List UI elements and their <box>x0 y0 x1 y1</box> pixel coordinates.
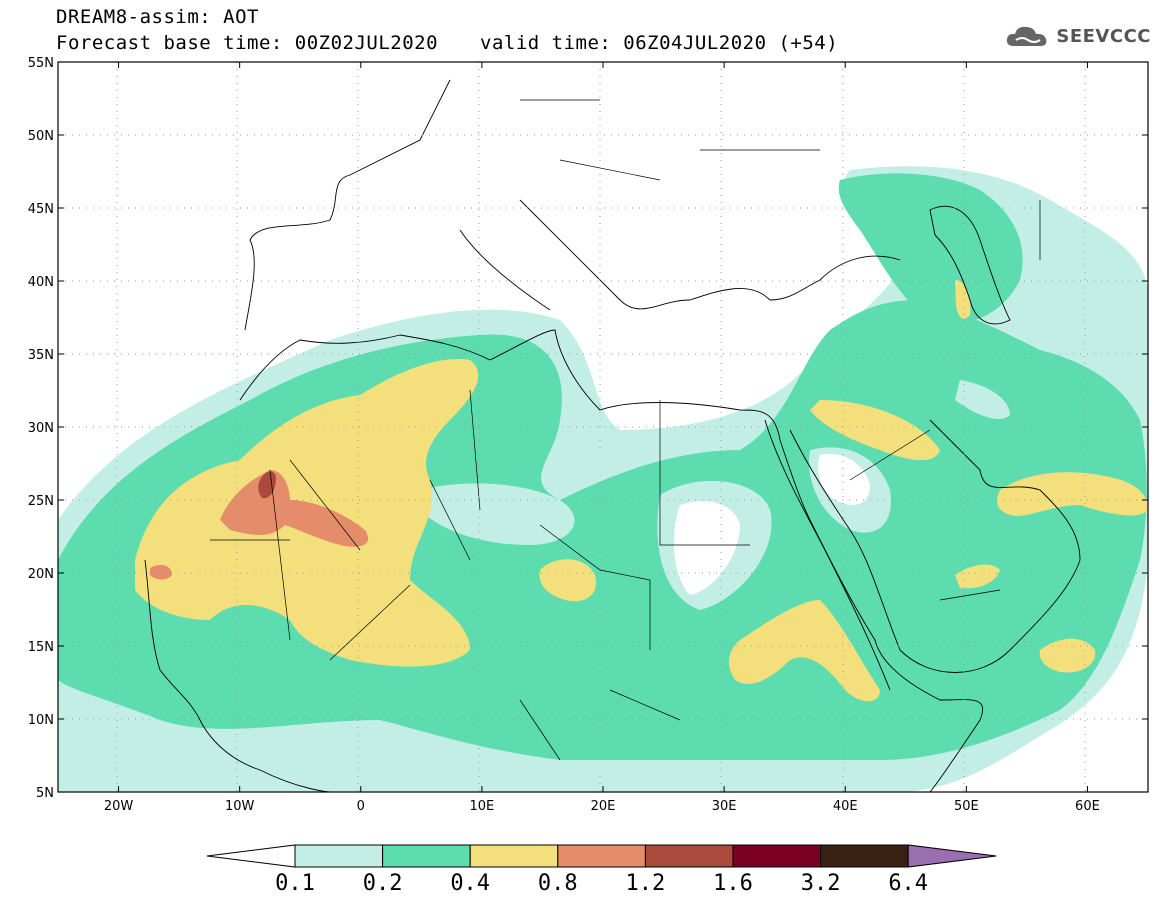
colorbar-label: 0.4 <box>450 871 490 896</box>
aot-level-0.8 <box>220 470 369 547</box>
valid-time: valid time: 06Z04JUL2020 (+54) <box>480 32 839 54</box>
coastlines <box>144 79 1081 792</box>
colorbar-label: 0.8 <box>538 871 578 896</box>
aot-level-0.4 <box>728 600 880 702</box>
lon-label: 10E <box>470 799 495 814</box>
colorbar-label: 1.2 <box>626 871 666 896</box>
aot-clear-patch <box>420 483 575 545</box>
colorbar-min-arrow <box>206 844 296 868</box>
graticule <box>58 62 1148 792</box>
lat-label: 20N <box>28 567 54 582</box>
lon-label: 40E <box>833 799 858 814</box>
map-panel <box>57 61 1149 793</box>
colorbar-label: 6.4 <box>888 871 928 896</box>
arabia-coast <box>899 419 1081 673</box>
lon-label: 50E <box>954 799 979 814</box>
colorbar-label: 0.1 <box>275 871 315 896</box>
colorbar-label: 1.6 <box>713 871 753 896</box>
colorbar-label: 3.2 <box>801 871 841 896</box>
lat-label: 50N <box>28 129 54 144</box>
aot-level-0.8 <box>150 564 172 580</box>
colorbar-swatch <box>732 844 822 868</box>
cloud-icon <box>1007 26 1047 46</box>
lat-label: 55N <box>28 56 54 71</box>
aot-clear-patch <box>818 454 870 505</box>
caspian-coast <box>929 205 1011 325</box>
aot-level-1.2 <box>258 471 276 499</box>
lat-label: 35N <box>28 348 54 363</box>
aot-level-0.4 <box>955 564 1000 589</box>
lat-label: 10N <box>28 713 54 728</box>
colorbar-swatch <box>294 844 384 868</box>
africa-coast <box>144 329 983 792</box>
product-title: DREAM8-assim: AOT <box>56 6 259 28</box>
lat-label: 45N <box>28 202 54 217</box>
colorbar-swatch <box>820 844 909 868</box>
colorbar: 0.1 0.2 0.4 0.8 1.2 1.6 3.2 6.4 <box>206 844 997 896</box>
europe-coast <box>244 79 901 331</box>
lat-label: 30N <box>28 421 54 436</box>
latitude-axis: 55N 50N 45N 40N 35N 30N 25N 20N 15N 10N 5N <box>28 56 1148 801</box>
borders <box>210 99 1041 761</box>
aot-level-0.4 <box>997 472 1148 517</box>
longitude-axis: 20W 10W 0 10E 20E 30E 40E 50E 60E <box>104 62 1100 814</box>
lat-label: 40N <box>28 275 54 290</box>
red-sea-coast <box>764 419 901 691</box>
lat-label: 15N <box>28 640 54 655</box>
aot-level-0.4 <box>539 559 596 602</box>
aot-level-0.2-caspian <box>838 173 1023 324</box>
aot-clear-patch <box>955 380 1010 420</box>
colorbar-swatch <box>382 844 471 868</box>
lon-label: 30E <box>712 799 737 814</box>
lon-label: 60E <box>1075 799 1100 814</box>
lat-label: 25N <box>28 494 54 509</box>
aot-level-0.4 <box>1039 638 1096 673</box>
lat-label: 5N <box>36 786 54 801</box>
colorbar-swatch <box>644 844 734 868</box>
logo-text: SEEVCCC <box>1056 25 1151 47</box>
aot-field <box>58 166 1148 792</box>
colorbar-max-arrow <box>907 844 997 868</box>
lon-label: 20W <box>104 799 134 814</box>
lon-label: 0 <box>357 799 365 814</box>
seevccc-logo: SEEVCCC <box>1004 22 1151 50</box>
lon-label: 10W <box>225 799 255 814</box>
aot-clear-patch <box>673 501 740 595</box>
colorbar-label: 0.2 <box>363 871 403 896</box>
colorbar-swatch <box>557 844 646 868</box>
lon-label: 20E <box>591 799 616 814</box>
aot-level-0.4 <box>810 400 940 461</box>
colorbar-swatch <box>469 844 559 868</box>
base-time: Forecast base time: 00Z02JUL2020 <box>56 32 439 54</box>
